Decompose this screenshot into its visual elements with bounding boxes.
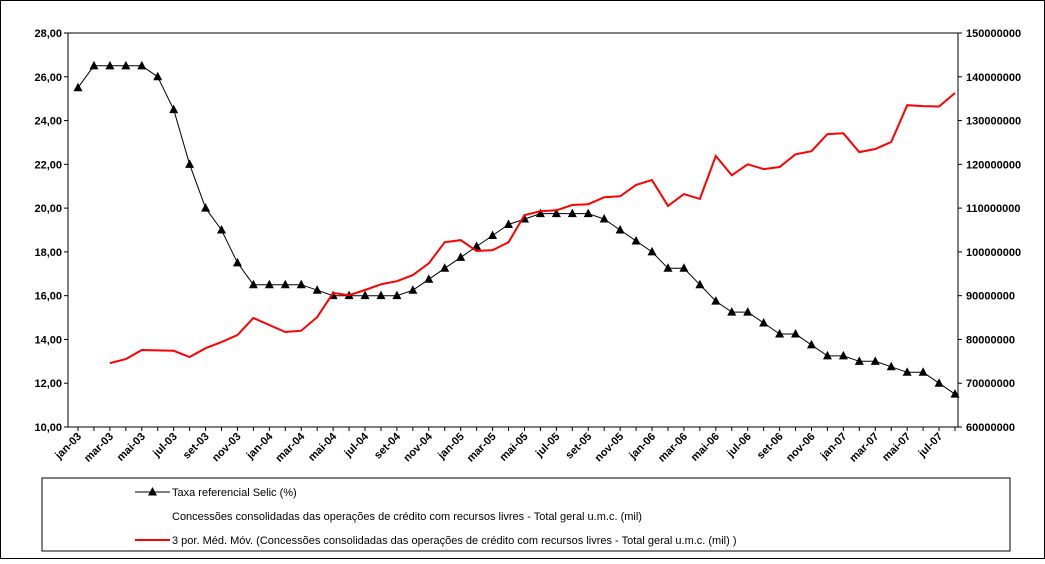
marker — [472, 241, 482, 250]
y2-tick-label: 110000000 — [966, 203, 1020, 215]
marker — [583, 208, 593, 218]
legend-label: 3 por. Méd. Móv. (Concessões consolidada… — [172, 535, 737, 547]
marker — [169, 104, 179, 114]
y2-tick-label: 150000000 — [966, 28, 1021, 40]
marker — [806, 339, 816, 349]
series-line — [109, 92, 956, 365]
marker — [424, 274, 434, 283]
marker — [440, 263, 450, 272]
marker — [679, 263, 689, 272]
marker — [232, 257, 242, 267]
legend-marker — [148, 487, 157, 496]
marker — [312, 285, 322, 294]
marker — [73, 82, 83, 92]
marker — [647, 246, 657, 256]
y2-tick-label: 80000000 — [966, 334, 1015, 346]
marker — [918, 367, 928, 376]
y-tick-label: 14,00 — [34, 334, 62, 346]
marker — [631, 235, 641, 245]
marker — [902, 367, 912, 376]
marker — [535, 208, 545, 218]
marker — [105, 60, 115, 70]
y2-tick-label: 100000000 — [966, 247, 1021, 259]
marker — [392, 290, 402, 300]
y-tick-label: 22,00 — [34, 159, 62, 171]
marker — [727, 307, 737, 316]
marker — [248, 279, 258, 289]
marker — [567, 208, 577, 218]
marker — [121, 60, 131, 70]
series-line — [77, 65, 956, 395]
marker — [934, 378, 944, 387]
marker — [743, 307, 753, 316]
y2-tick-label: 60000000 — [966, 422, 1015, 434]
y2-tick-label: 120000000 — [966, 159, 1021, 171]
y-tick-label: 10,00 — [34, 422, 62, 434]
marker — [615, 225, 625, 234]
marker — [663, 263, 673, 272]
marker — [137, 60, 147, 70]
y2-tick-label: 130000000 — [966, 116, 1021, 128]
marker — [264, 279, 274, 289]
marker — [185, 159, 195, 168]
marker — [775, 328, 785, 338]
marker — [376, 290, 386, 300]
marker — [759, 318, 769, 327]
marker — [838, 350, 848, 360]
y-tick-label: 18,00 — [34, 247, 62, 259]
marker — [551, 208, 561, 218]
marker — [950, 389, 960, 398]
y-tick-label: 26,00 — [34, 72, 62, 84]
y-tick-label: 28,00 — [34, 28, 62, 40]
y-tick-label: 12,00 — [34, 378, 62, 390]
y-tick-label: 24,00 — [34, 116, 62, 128]
y2-tick-label: 70000000 — [966, 378, 1015, 390]
legend-label: Concessões consolidadas das operações de… — [172, 511, 642, 523]
marker — [599, 214, 609, 223]
marker — [886, 361, 896, 371]
y-tick-label: 20,00 — [34, 203, 62, 215]
marker — [89, 60, 99, 70]
marker — [711, 296, 721, 305]
marker — [296, 279, 306, 289]
marker — [280, 279, 290, 289]
marker — [854, 356, 864, 365]
y-tick-label: 16,00 — [34, 291, 62, 303]
y2-tick-label: 90000000 — [966, 291, 1015, 303]
marker — [153, 71, 163, 81]
legend — [41, 477, 1011, 552]
marker — [360, 290, 370, 300]
marker — [504, 219, 514, 229]
marker — [408, 285, 418, 294]
marker — [822, 350, 832, 360]
marker — [695, 279, 705, 289]
plot-area — [67, 32, 959, 428]
marker — [870, 356, 880, 365]
marker — [456, 252, 466, 261]
legend-label: Taxa referencial Selic (%) — [172, 487, 297, 499]
marker — [217, 225, 227, 234]
marker — [488, 230, 498, 239]
marker — [201, 203, 211, 212]
marker — [791, 328, 801, 338]
y2-tick-label: 140000000 — [966, 72, 1021, 84]
